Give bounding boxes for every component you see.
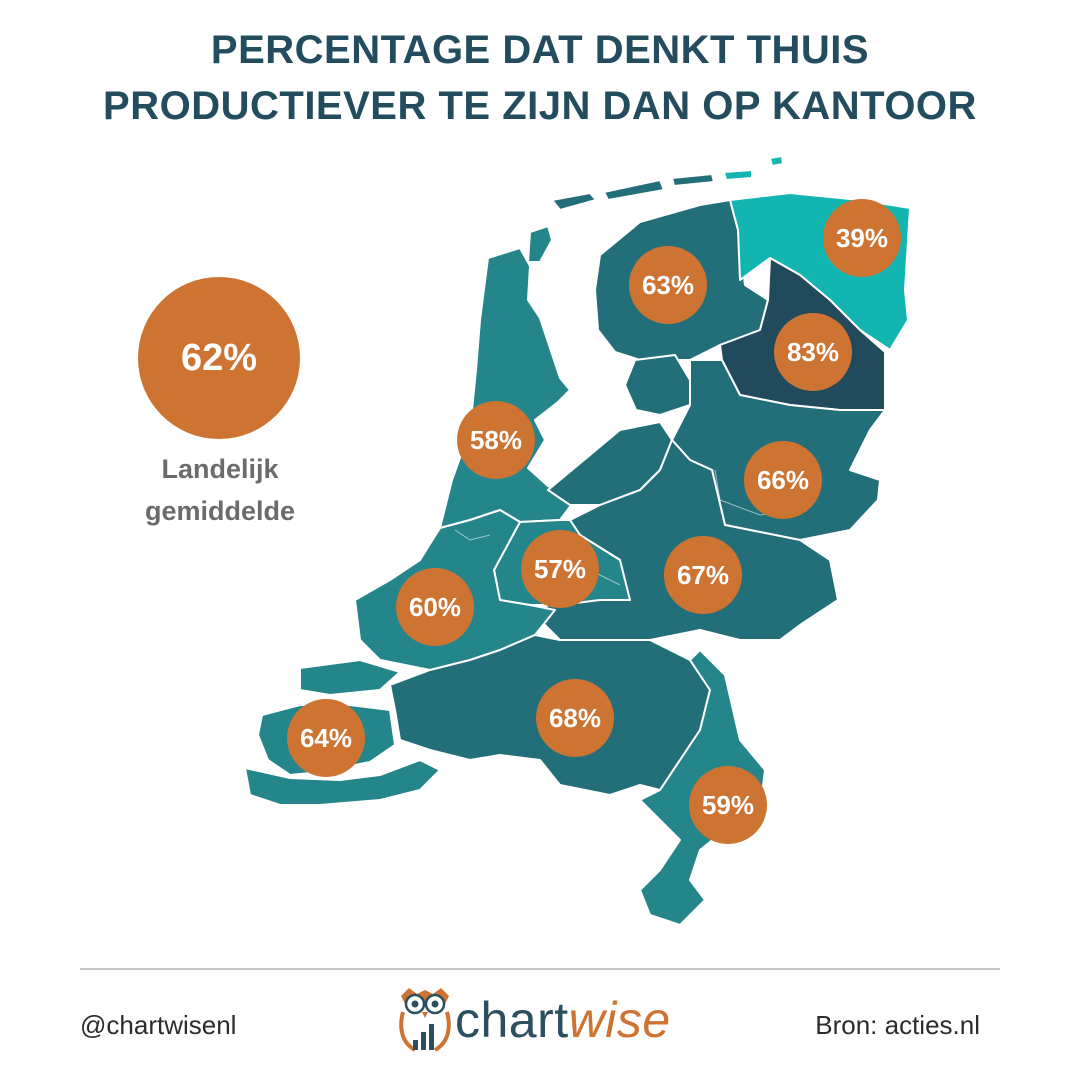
wadden-island-texel bbox=[527, 225, 553, 263]
bubble-zeeland bbox=[287, 699, 365, 777]
bubble-friesland bbox=[629, 246, 707, 324]
bubble-label-noord-holland: 58% bbox=[470, 425, 522, 455]
bubble-noord-brabant bbox=[536, 679, 614, 757]
bubble-label-overijssel: 66% bbox=[757, 465, 809, 495]
region-zeeland-north bbox=[299, 659, 401, 696]
wadden-island-terschelling bbox=[603, 179, 665, 201]
bubble-label-utrecht: 57% bbox=[534, 554, 586, 584]
bubble-label-limburg: 59% bbox=[702, 790, 754, 820]
bubble-label-zeeland: 64% bbox=[300, 723, 352, 753]
national-average-caption: Landelijk gemiddelde bbox=[110, 448, 330, 532]
national-caption-line-1: Landelijk bbox=[161, 454, 279, 484]
title-line-2: PRODUCTIEVER TE ZIJN DAN OP KANTOOR bbox=[103, 84, 977, 128]
bubble-label-zuid-holland: 60% bbox=[409, 592, 461, 622]
bubble-noord-holland bbox=[457, 401, 535, 479]
chartwise-logo: chartwise bbox=[395, 982, 695, 1060]
brand-name-part1: chart bbox=[455, 992, 569, 1048]
bubble-label-drenthe: 83% bbox=[787, 337, 839, 367]
bubble-groningen bbox=[823, 199, 901, 277]
bubble-label-friesland: 63% bbox=[642, 270, 694, 300]
bubble-limburg bbox=[689, 766, 767, 844]
netherlands-map: 39% 63% 83% 58% 66% 57% 67% 60% 64% 68% 59% bbox=[244, 155, 911, 926]
region-flevoland bbox=[624, 354, 691, 416]
value-bubbles: 39% 63% 83% 58% 66% 57% 67% 60% 64% 68% 59% bbox=[287, 199, 901, 844]
national-average-bubble: 62% bbox=[138, 277, 300, 439]
wadden-island-schiermonnikoog bbox=[723, 169, 753, 181]
footer-divider bbox=[80, 968, 1000, 970]
bar-chart-icon bbox=[413, 1024, 434, 1050]
wadden-island-ameland bbox=[671, 173, 715, 187]
bubble-overijssel bbox=[744, 441, 822, 519]
region-zeeland-south bbox=[244, 759, 441, 806]
bubble-label-gelderland: 67% bbox=[677, 560, 729, 590]
chart-title: PERCENTAGE DAT DENKT THUIS PRODUCTIEVER … bbox=[0, 22, 1080, 134]
bubble-label-noord-brabant: 68% bbox=[549, 703, 601, 733]
national-caption-line-2: gemiddelde bbox=[144, 496, 296, 526]
national-average-value: 62% bbox=[180, 336, 258, 379]
owl-logo-icon bbox=[399, 988, 451, 1052]
bubble-label-groningen: 39% bbox=[836, 223, 888, 253]
bubble-utrecht bbox=[521, 530, 599, 608]
wadden-island-vlieland bbox=[551, 192, 597, 211]
bubble-zuid-holland bbox=[396, 568, 474, 646]
social-handle[interactable]: @chartwisenl bbox=[80, 1010, 237, 1040]
source-credit: Bron: acties.nl bbox=[815, 1010, 980, 1040]
wadden-island-rottumeroog bbox=[769, 155, 784, 167]
brand-name-part2: wise bbox=[568, 992, 671, 1048]
bubble-gelderland bbox=[664, 536, 742, 614]
brand-name: chartwise bbox=[455, 990, 671, 1050]
title-line-1: PERCENTAGE DAT DENKT THUIS bbox=[210, 28, 870, 72]
bubble-drenthe bbox=[774, 313, 852, 391]
